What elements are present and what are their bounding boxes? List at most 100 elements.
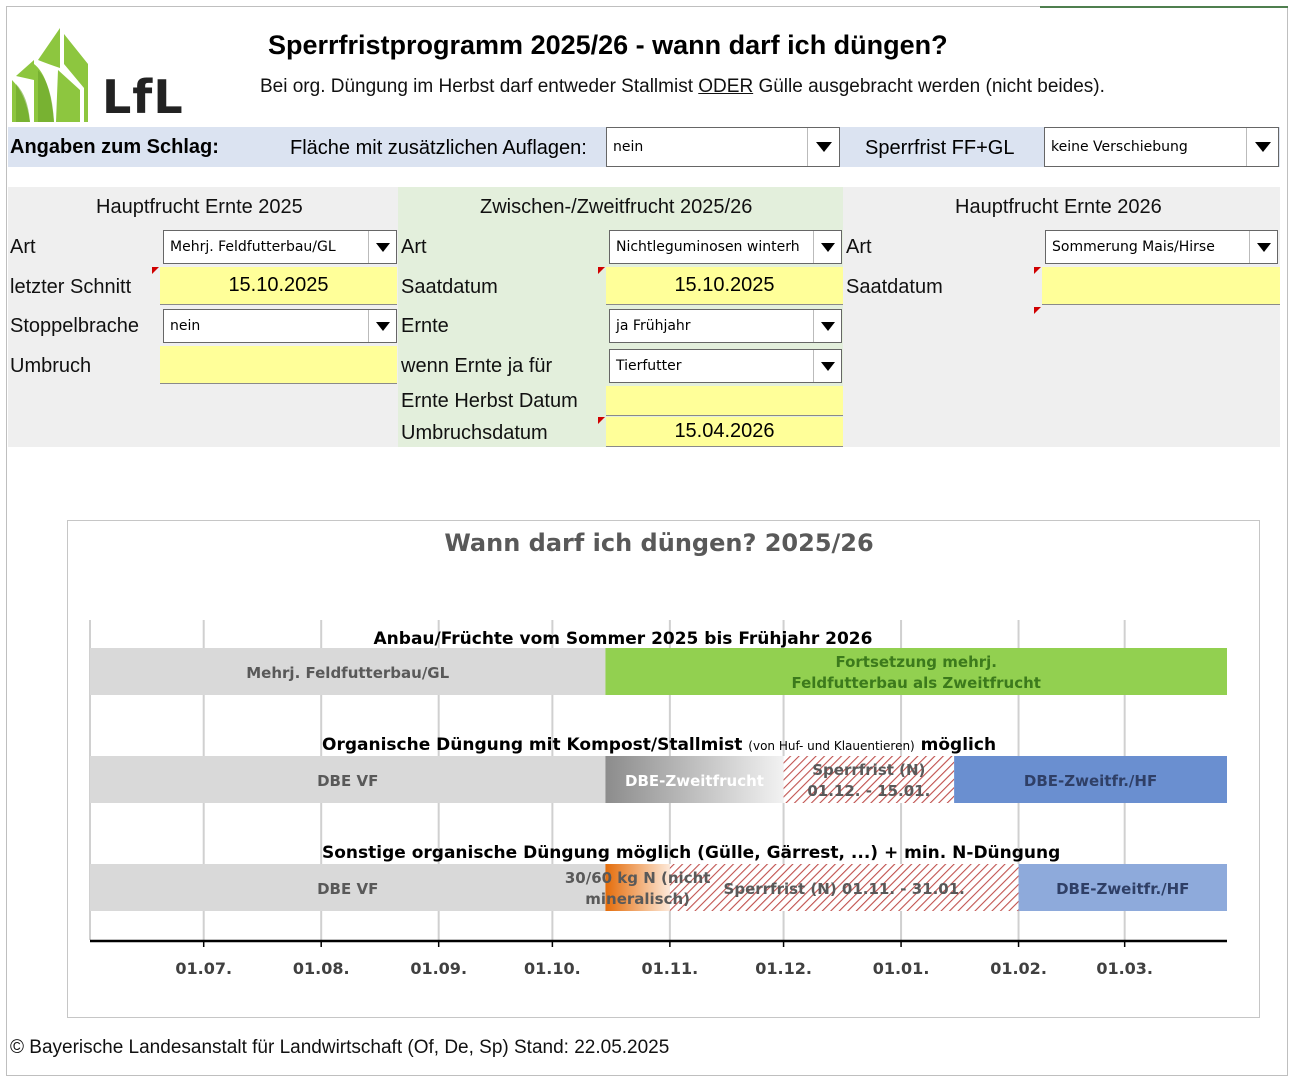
- zf-wenn-label: wenn Ernte ja für: [401, 355, 553, 377]
- gantt-bar: [954, 756, 1227, 803]
- sperrfrist-select[interactable]: keine Verschiebung: [1044, 127, 1279, 167]
- zf-saat-label: Saatdatum: [401, 276, 498, 298]
- row-title-note: (von Huf- und Klauentieren): [748, 739, 914, 753]
- hf25-art-select[interactable]: Mehrj. Feldfutterbau/GL: [163, 230, 397, 264]
- auflagen-label: Fläche mit zusätzlichen Auflagen:: [290, 137, 587, 159]
- x-tick-label: 01.07.: [175, 959, 232, 978]
- x-tick-label: 01.12.: [755, 959, 812, 978]
- zf-wenn-select[interactable]: Tierfutter: [609, 349, 842, 383]
- hauptfrucht-2025-header: Hauptfrucht Ernte 2025: [96, 196, 303, 218]
- comment-marker-icon: [1034, 307, 1041, 314]
- hf25-schnitt-field[interactable]: 15.10.2025: [160, 267, 397, 305]
- chevron-down-icon[interactable]: [1246, 128, 1278, 166]
- subtitle-pre: Bei org. Düngung im Herbst darf entweder…: [260, 76, 699, 97]
- sheet-frame: [6, 6, 1288, 1076]
- chevron-down-icon[interactable]: [368, 231, 396, 263]
- hf26-art-select[interactable]: Sommerung Mais/Hirse: [1045, 230, 1278, 264]
- chevron-down-icon[interactable]: [1249, 231, 1277, 263]
- hf25-schnitt-label: letzter Schnitt: [10, 276, 132, 298]
- gantt-bar: [90, 864, 606, 911]
- zf-umbruch-field[interactable]: 15.04.2026: [606, 417, 843, 447]
- row-title: Sonstige organische Düngung möglich (Gül…: [322, 843, 1060, 863]
- row-title-main: Sonstige organische Düngung möglich (Gül…: [322, 843, 1060, 863]
- footer-copyright: © Bayerische Landesanstalt für Landwirts…: [10, 1037, 670, 1058]
- bar-label: Sperrfrist (N): [812, 761, 925, 779]
- comment-marker-icon: [598, 267, 605, 274]
- comment-marker-icon: [598, 417, 605, 424]
- row-title-post: möglich: [915, 735, 996, 755]
- row-title: Organische Düngung mit Kompost/Stallmist…: [322, 735, 996, 755]
- gantt-bar: [605, 648, 1227, 695]
- lfl-logo-icon: [12, 28, 88, 122]
- bar-label: DBE-Zweitfrucht: [625, 772, 764, 790]
- hf26-art-value: Sommerung Mais/Hirse: [1052, 239, 1215, 255]
- x-tick-label: 01.08.: [293, 959, 350, 978]
- x-tick-label: 01.09.: [410, 959, 467, 978]
- schlag-label: Angaben zum Schlag:: [10, 136, 219, 158]
- hauptfrucht-2026-header: Hauptfrucht Ernte 2026: [955, 196, 1162, 218]
- hf26-saat-field[interactable]: [1042, 267, 1280, 305]
- bar-label: DBE VF: [317, 772, 378, 790]
- page-title: Sperrfristprogramm 2025/26 - wann darf i…: [268, 30, 948, 60]
- zf-ernte-value: ja Frühjahr: [616, 318, 691, 334]
- zf-art-value: Nichtleguminosen winterh: [616, 239, 800, 255]
- bar-label: 01.12. - 15.01.: [807, 782, 930, 800]
- chart-title: Wann darf ich düngen? 2025/26: [444, 529, 873, 557]
- zf-art-select[interactable]: Nichtleguminosen winterh: [609, 230, 842, 264]
- zf-ernte-select[interactable]: ja Frühjahr: [609, 309, 842, 343]
- logo-text: LfL: [102, 70, 184, 124]
- hf25-stoppel-select[interactable]: nein: [163, 309, 397, 343]
- zf-saat-field[interactable]: 15.10.2025: [606, 267, 843, 305]
- gantt-bar: [605, 756, 784, 803]
- zf-herbst-label: Ernte Herbst Datum: [401, 390, 578, 412]
- comment-marker-icon: [1034, 267, 1041, 274]
- hf25-art-value: Mehrj. Feldfutterbau/GL: [170, 239, 336, 255]
- auflagen-select[interactable]: nein: [606, 127, 840, 167]
- chevron-down-icon[interactable]: [813, 350, 841, 382]
- gantt-bar: [1018, 864, 1227, 911]
- gantt-bar: [90, 756, 606, 803]
- zf-umbruch-label: Umbruchsdatum: [401, 422, 548, 444]
- panel-hauptfrucht-2026: [843, 187, 1280, 447]
- hf25-stoppel-value: nein: [170, 318, 201, 334]
- x-tick-label: 01.02.: [990, 959, 1047, 978]
- row-title-main: Organische Düngung mit Kompost/Stallmist: [322, 735, 748, 755]
- bar-label: Mehrj. Feldfutterbau/GL: [246, 664, 449, 682]
- row-title-main: Anbau/Früchte vom Sommer 2025 bis Frühja…: [374, 629, 873, 649]
- bar-label: Feldfutterbau als Zweitfrucht: [791, 674, 1041, 692]
- fertilization-chart: 01.07. 01.08. 01.09. 01.10. 01.11. 01.12. 01.0…: [89, 529, 1227, 978]
- gantt-bar: [90, 648, 606, 695]
- bar-label: Sperrfrist (N) 01.11. - 31.01.: [724, 880, 965, 898]
- bar-label: mineralisch): [585, 890, 690, 908]
- x-tick-label: 01.10.: [524, 959, 581, 978]
- sperrfrist-label: Sperrfrist FF+GL: [865, 137, 1015, 159]
- chevron-down-icon[interactable]: [813, 310, 841, 342]
- zf-ernte-label: Ernte: [401, 315, 449, 337]
- chevron-down-icon[interactable]: [807, 128, 839, 166]
- gantt-bar: [669, 864, 1019, 911]
- comment-marker-icon: [152, 267, 159, 274]
- x-tick-label: 01.01.: [873, 959, 930, 978]
- bar-label: 30/60 kg N (nicht: [565, 869, 711, 887]
- page-subtitle: Bei org. Düngung im Herbst darf entweder…: [260, 76, 1105, 98]
- zf-herbst-field[interactable]: [606, 386, 843, 416]
- hf26-saat-label: Saatdatum: [846, 276, 943, 298]
- auflagen-select-value: nein: [613, 139, 644, 155]
- gantt-bar: [783, 756, 955, 803]
- x-tick-label: 01.03.: [1096, 959, 1153, 978]
- chevron-down-icon[interactable]: [368, 310, 396, 342]
- top-accent-line: [1040, 6, 1288, 8]
- hf25-art-label: Art: [10, 236, 36, 258]
- subtitle-emphasis: ODER: [698, 76, 754, 97]
- x-tick-label: 01.11.: [642, 959, 699, 978]
- hf26-art-label: Art: [846, 236, 872, 258]
- hf25-umbruch-label: Umbruch: [10, 355, 92, 377]
- row-title: Anbau/Früchte vom Sommer 2025 bis Frühja…: [374, 629, 873, 649]
- zf-wenn-value: Tierfutter: [616, 358, 682, 374]
- bar-label: Fortsetzung mehrj.: [835, 653, 997, 671]
- bar-label: DBE-Zweitfr./HF: [1024, 772, 1157, 790]
- chevron-down-icon[interactable]: [813, 231, 841, 263]
- zf-art-label: Art: [401, 236, 427, 258]
- zwischenfrucht-header: Zwischen-/Zweitfrucht 2025/26: [480, 196, 753, 218]
- hf25-umbruch-field[interactable]: [160, 346, 397, 384]
